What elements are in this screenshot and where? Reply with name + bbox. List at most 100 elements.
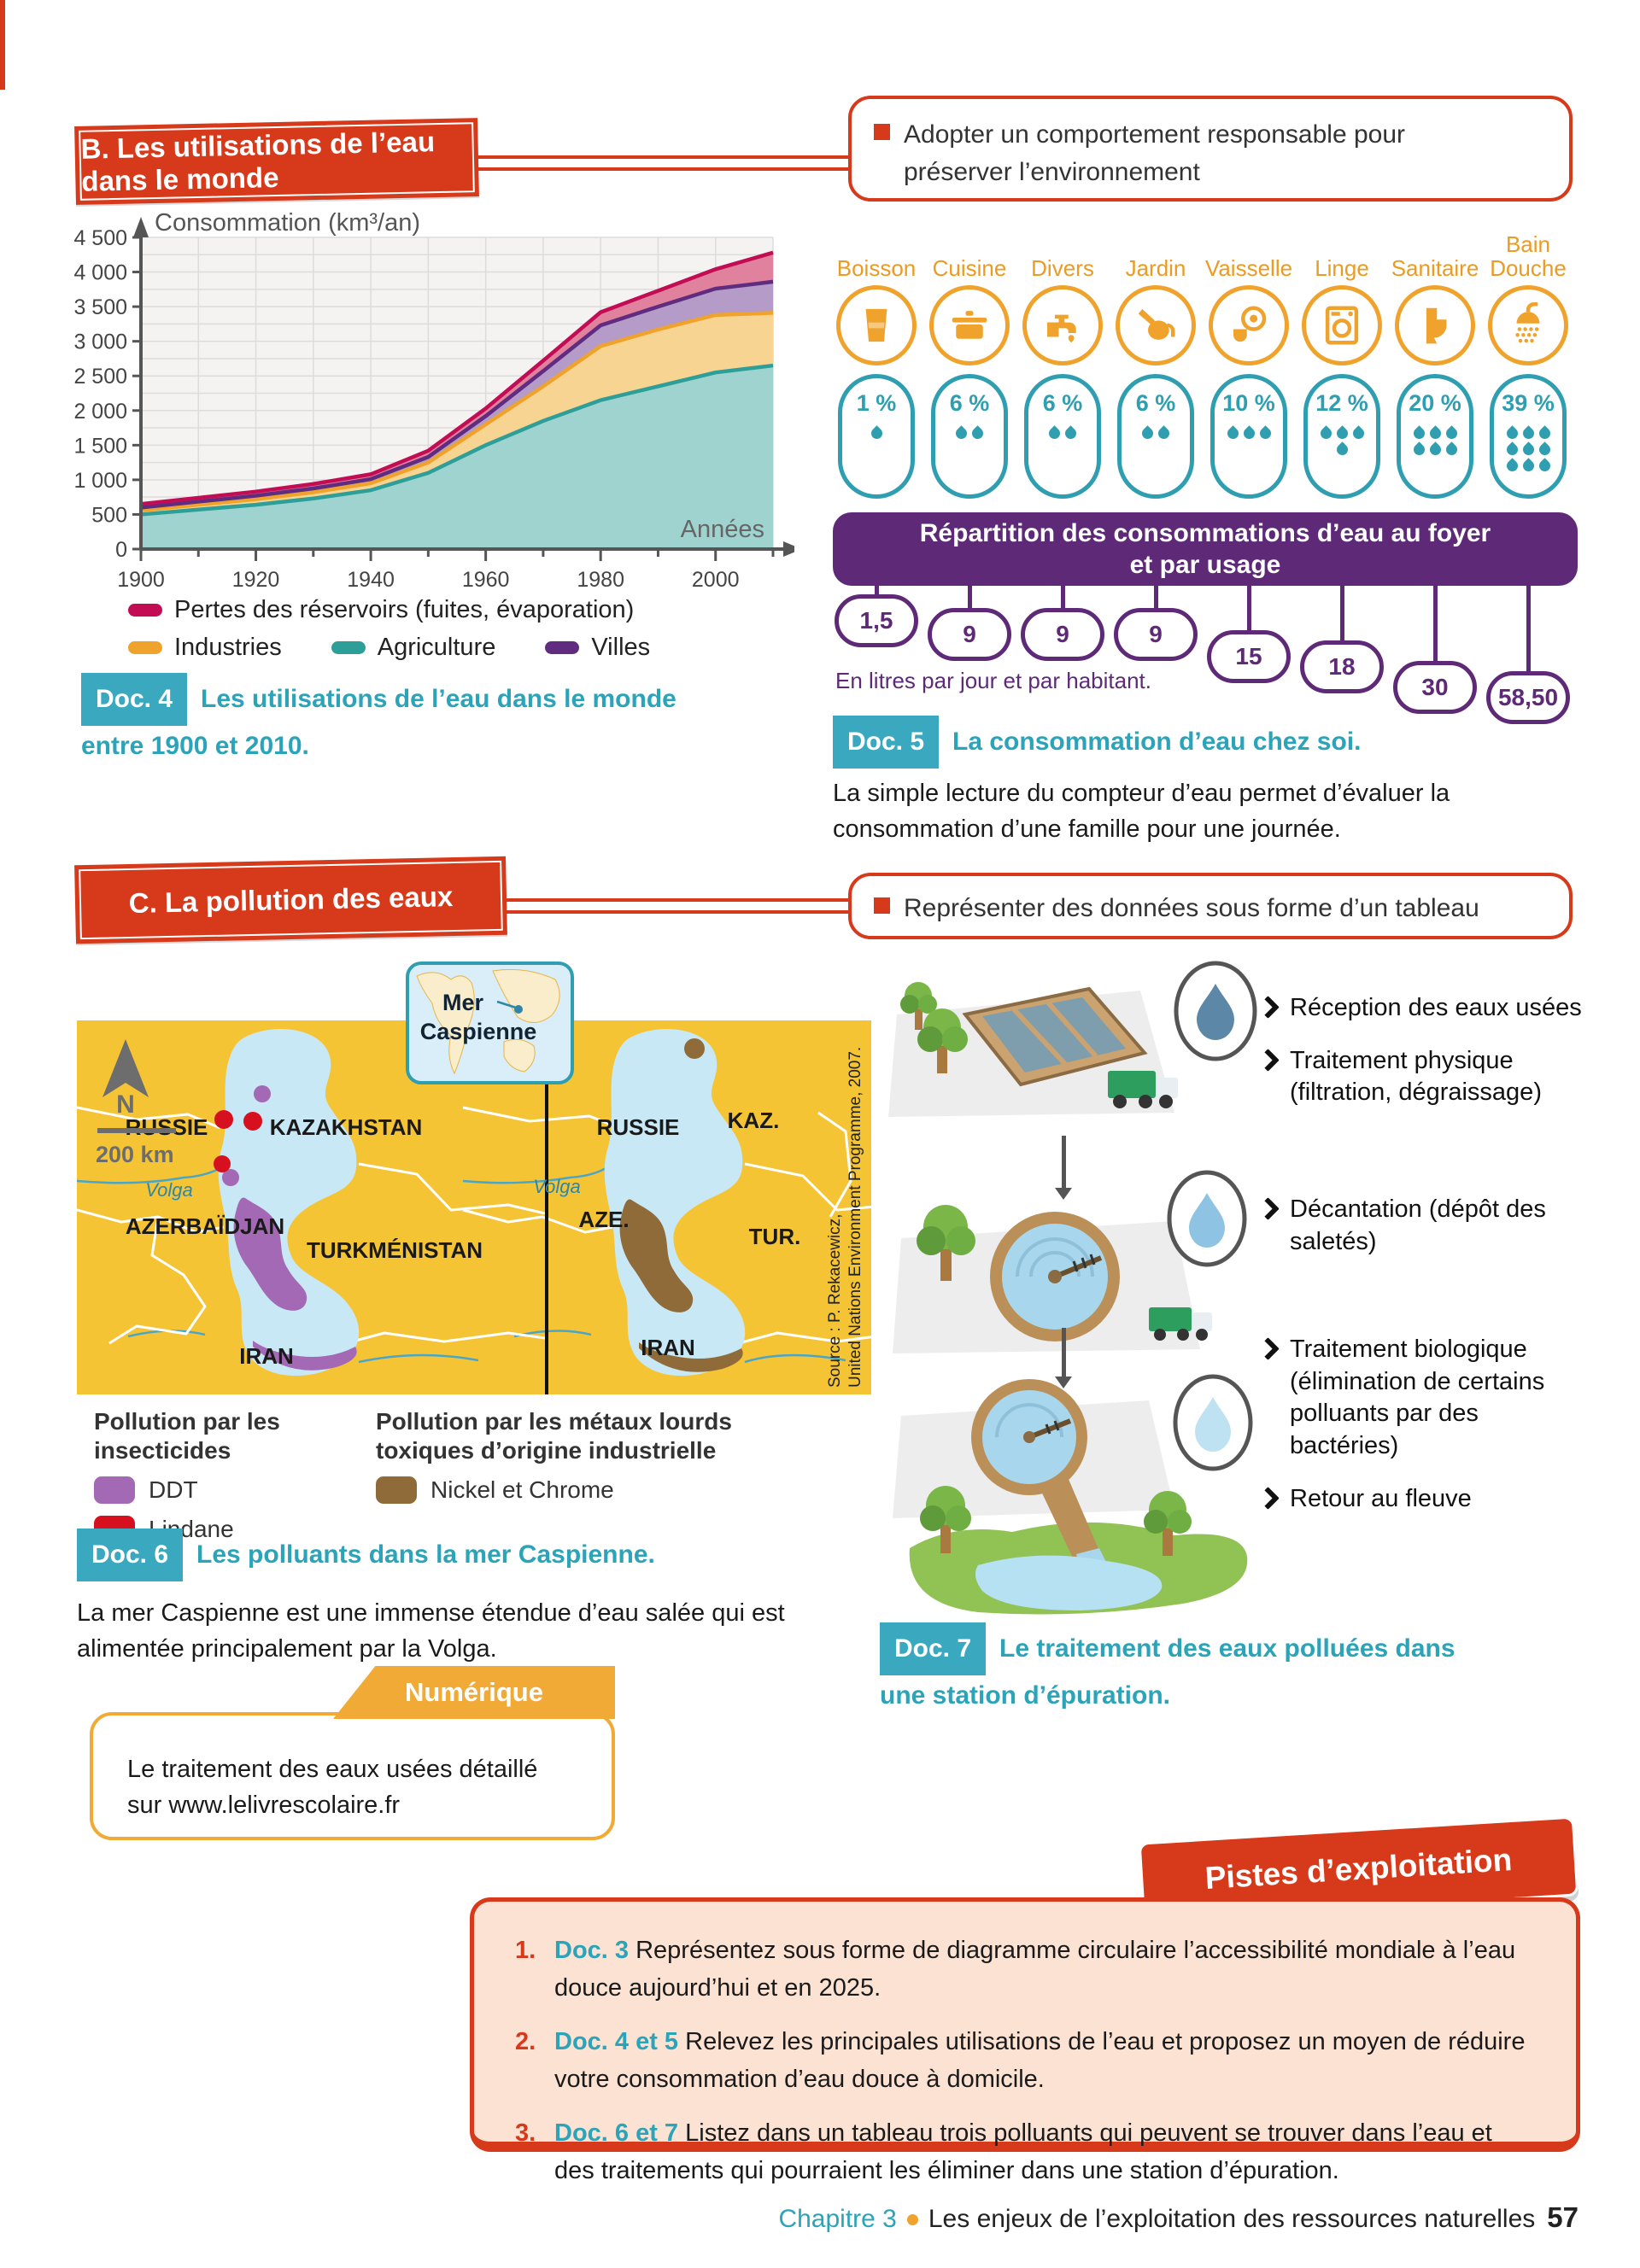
watering-can-icon — [1116, 285, 1196, 365]
legend-label-pertes: Pertes des réservoirs (fuites, évaporati… — [174, 596, 635, 623]
liters-value: 9 — [928, 608, 1011, 661]
usage-label: Sanitaire — [1391, 254, 1479, 281]
legend-insecticides: Pollution par les insecticides DDT Linda… — [94, 1407, 376, 1544]
svg-text:RUSSIE: RUSSIE — [597, 1114, 680, 1140]
usage-percent: 1 % — [856, 390, 897, 416]
droplet-icons — [1221, 425, 1277, 441]
usage-liters-column: 18 — [1298, 586, 1385, 724]
usage-percent-pill: 6 % — [931, 374, 1008, 499]
doc5-body: La simple lecture du compteur d’eau perm… — [833, 780, 1450, 844]
tree-icon — [900, 982, 937, 1030]
connector-line — [1060, 586, 1065, 608]
usage-label: Vaisselle — [1204, 254, 1293, 281]
station-stage3-illustration — [893, 1374, 1253, 1615]
glass-icon — [836, 285, 917, 365]
question-1: 1. Doc. 3 Représentez sous forme de diagr… — [515, 1937, 1516, 2002]
station-stage2-illustration — [893, 1170, 1247, 1353]
usage-percent-pill: 20 % — [1397, 374, 1473, 499]
question-3: 3. Doc. 6 et 7 Listez dans un tableau tro… — [515, 2119, 1492, 2184]
map-borders — [77, 1106, 876, 1348]
svg-text:N: N — [116, 1090, 135, 1119]
usage-percent-pill: 6 % — [1117, 374, 1194, 499]
doc5-badge: Doc. 5 — [833, 716, 940, 769]
objective-c-box: Représenter des données sous forme d’un … — [848, 873, 1573, 939]
svg-text:Consommation (km³/an): Consommation (km³/an) — [155, 212, 420, 237]
usage-percent: 20 % — [1409, 390, 1461, 416]
droplet-icons — [1407, 425, 1463, 458]
droplet-icons — [1128, 425, 1184, 441]
liters-value: 18 — [1300, 640, 1384, 693]
usage-column-glass: Boisson 1 % — [833, 224, 920, 499]
page-edge-marker — [0, 0, 5, 90]
stage3-bullets: Traitement biologique (élimination de ce… — [1256, 1334, 1593, 1535]
water-drop-badge — [1173, 1374, 1253, 1471]
usage-percent: 6 % — [1135, 390, 1176, 416]
washing-machine-icon — [1302, 285, 1382, 365]
connector-line — [967, 586, 972, 608]
usage-column-dishes: Vaisselle 10 % — [1205, 224, 1292, 499]
usage-percent: 12 % — [1315, 390, 1368, 416]
usage-liters-column: 1,5 — [833, 586, 920, 724]
svg-text:1920: 1920 — [232, 568, 280, 592]
svg-text:IRAN: IRAN — [239, 1343, 294, 1369]
svg-text:1 500: 1 500 — [73, 434, 127, 458]
legend-nickel-chrome: Nickel et Chrome — [376, 1476, 769, 1505]
usage-label: Divers — [1031, 254, 1094, 281]
svg-text:4 000: 4 000 — [73, 261, 127, 285]
legend-swatch-pertes — [128, 604, 162, 617]
toilet-icon — [1395, 285, 1475, 365]
droplet-icons — [1034, 425, 1091, 441]
svg-text:3 000: 3 000 — [73, 330, 127, 354]
section-b-banner: B. Les utilisations de l’eau dans le mon… — [74, 118, 479, 205]
station-stage1-illustration — [888, 961, 1257, 1117]
chevron-icon — [1256, 1337, 1280, 1360]
pistes-box: 1. Doc. 3 Représentez sous forme de diagr… — [470, 1897, 1580, 2184]
map-scale: 200 km — [96, 1142, 174, 1167]
doc7-caption: Doc. 7 Le traitement des eaux polluées da… — [880, 1622, 1469, 1716]
footer-page-number: 57 — [1547, 2201, 1578, 2233]
chevron-icon — [1256, 1048, 1280, 1072]
red-square-bullet-icon — [874, 897, 890, 914]
usage-percent-pill: 10 % — [1210, 374, 1287, 499]
svg-text:Volga: Volga — [533, 1176, 580, 1197]
usage-column-watering-can: Jardin 6 % — [1112, 224, 1199, 499]
ddt-pollution-zones — [222, 1085, 357, 1371]
stage2-bullets: Décantation (dépôt des saletés) — [1256, 1194, 1584, 1278]
svg-text:Mer: Mer — [442, 990, 484, 1015]
droplet-icons — [941, 425, 998, 441]
usage-percent: 6 % — [949, 390, 990, 416]
usage-label: Boisson — [836, 254, 917, 281]
legend-industries: Industries — [128, 634, 282, 662]
doc4-caption: Doc. 4 Les utilisations de l’eau dans le … — [81, 673, 705, 767]
outflow-chute — [1038, 1477, 1102, 1565]
tree-icon — [1144, 1491, 1192, 1556]
droplet-icons — [1500, 425, 1556, 474]
legend-pertes: Pertes des réservoirs (fuites, évaporati… — [128, 596, 634, 624]
map-legend: Pollution par les insecticides DDT Linda… — [94, 1407, 863, 1544]
legend-row2: Industries Agriculture Villes — [128, 634, 650, 662]
tree-icon — [917, 1008, 968, 1073]
doc7-badge: Doc. 7 — [880, 1622, 987, 1675]
connector-line — [1153, 586, 1158, 608]
water-usage-infographic: Boisson 1 % Cuisine 6 % Divers 6 % Jardin 6 % Va… — [833, 224, 1578, 724]
chevron-icon — [1256, 1197, 1280, 1220]
objective-c-text: Représenter des données sous forme d’un … — [904, 894, 1479, 922]
caspian-sea-map: RUSSIE KAZAKHSTAN AZERBAÏDJAN TURKMÉNIST… — [77, 962, 876, 1394]
usage-liters-column: 15 — [1205, 586, 1292, 724]
svg-text:4 500: 4 500 — [73, 226, 127, 250]
connector-line — [1339, 586, 1344, 640]
page-footer: Chapitre 3 Les enjeux de l’exploitation d… — [0, 2201, 1578, 2234]
connector-line — [1432, 586, 1438, 661]
tree-icon — [917, 1205, 975, 1281]
pot-icon — [929, 285, 1010, 365]
svg-text:Volga: Volga — [145, 1179, 192, 1201]
svg-text:AZERBAÏDJAN: AZERBAÏDJAN — [126, 1213, 284, 1239]
liters-value: 15 — [1207, 630, 1291, 683]
doc4-badge: Doc. 4 — [81, 673, 188, 726]
shower-icon — [1488, 285, 1568, 365]
dishes-icon — [1209, 285, 1289, 365]
usage-percent-pill: 12 % — [1303, 374, 1380, 499]
map-panel-divider — [545, 1020, 548, 1394]
usage-column-shower: Bain Douche 39 % — [1485, 224, 1572, 499]
faucet-icon — [1022, 285, 1103, 365]
